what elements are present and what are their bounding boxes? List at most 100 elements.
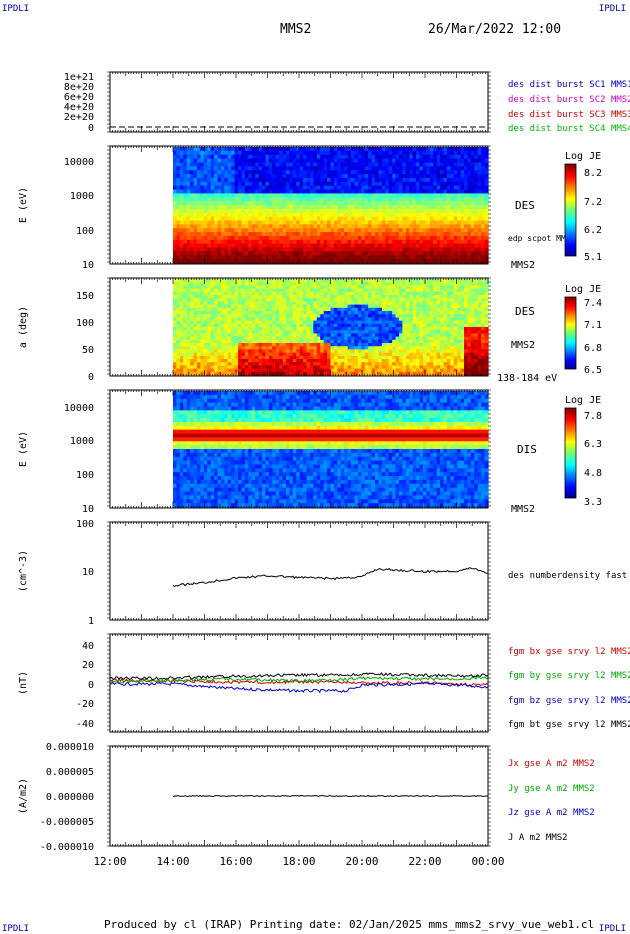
spectrogram-cell (207, 330, 212, 334)
spectrogram-cell (412, 185, 417, 191)
spectrogram-cell (186, 216, 191, 222)
spectrogram-cell (190, 295, 195, 299)
spectrogram-cell (436, 224, 441, 229)
spectrogram-cell (419, 288, 424, 293)
spectrogram-cell (388, 349, 393, 354)
spectrogram-cell (190, 346, 195, 350)
spectrogram-cell (251, 304, 256, 309)
spectrogram-cell (450, 177, 455, 183)
spectrogram-cell (316, 295, 321, 299)
spectrogram-cell (375, 255, 380, 260)
spectrogram-cell (265, 166, 270, 171)
spectrogram-cell (193, 279, 198, 283)
spectrogram-cell (330, 288, 335, 293)
spectrogram-cell (296, 330, 301, 334)
spectrogram-cell (316, 343, 321, 347)
spectrogram-cell (477, 255, 482, 260)
spectrogram-cell (392, 181, 397, 187)
spectrogram-cell (203, 232, 208, 237)
spectrogram-cell (241, 301, 246, 306)
spectrogram-cell (440, 147, 445, 152)
spectrogram-cell (289, 150, 294, 156)
spectrogram-cell (248, 208, 253, 214)
spectrogram-cell (231, 327, 236, 331)
spectrogram-cell (409, 158, 414, 164)
spectrogram-cell (238, 174, 243, 179)
spectrogram-cell (340, 279, 345, 283)
spectrogram-cell (241, 352, 246, 357)
spectrogram-cell (196, 205, 201, 210)
spectrogram-cell (279, 317, 284, 322)
spectrogram-cell (303, 314, 308, 318)
spectrogram-cell (320, 288, 325, 293)
spectrogram-cell (313, 352, 318, 357)
spectrogram-cell (210, 181, 215, 187)
spectrogram-cell (368, 208, 373, 214)
spectrogram-cell (183, 147, 188, 152)
spectrogram-cell (419, 220, 424, 225)
spectrogram-cell (231, 336, 236, 341)
spectrogram-cell (405, 336, 410, 341)
spectrogram-cell (412, 197, 417, 202)
spectrogram-cell (364, 355, 369, 360)
spectrogram-cell (340, 166, 345, 171)
spectrogram-cell (347, 228, 352, 233)
spectrogram-cell (340, 346, 345, 350)
spectrogram-cell (395, 158, 400, 164)
spectrogram-cell (398, 339, 403, 344)
spectrogram-cell (258, 323, 263, 328)
spectrogram-cell (255, 368, 260, 373)
spectrogram-cell (227, 282, 232, 286)
spectrogram-cell (436, 174, 441, 179)
spectrogram-cell (309, 336, 314, 341)
spectrogram-cell (207, 288, 212, 293)
des-energy-colorbar (564, 163, 577, 257)
spectrogram-cell (227, 177, 232, 183)
spectrogram-cell (330, 243, 335, 249)
spectrogram-cell (457, 224, 462, 229)
spectrogram-cell (303, 235, 308, 241)
spectrogram-cell (440, 251, 445, 256)
spectrogram-cell (173, 330, 178, 334)
spectrogram-cell (268, 298, 273, 302)
spectrogram-cell (248, 189, 253, 194)
spectrogram-cell (313, 154, 318, 160)
spectrogram-cell (227, 291, 232, 296)
spectrogram-cell (285, 235, 291, 241)
spectrogram-cell (282, 166, 287, 171)
spectrogram-cell (220, 193, 225, 198)
spectrogram-cell (292, 295, 297, 299)
spectrogram-cell (323, 189, 328, 194)
spectrogram-cell (179, 301, 184, 306)
spectrogram-cell (416, 320, 421, 325)
spectrogram-cell (306, 346, 311, 350)
spectrogram-cell (412, 193, 417, 198)
spectrogram-cell (285, 343, 291, 347)
spectrogram-cell (193, 201, 198, 206)
spectrogram-cell (224, 371, 229, 376)
spectrogram-cell (248, 304, 253, 309)
spectrogram-cell (368, 368, 373, 373)
spectrogram-cell (183, 201, 188, 206)
spectrogram-cell (186, 330, 191, 334)
spectrogram-cell (484, 158, 489, 164)
spectrogram-cell (330, 323, 335, 328)
spectrogram-cell (282, 314, 287, 318)
spectrogram-cell (340, 228, 345, 233)
spectrogram-cell (238, 352, 243, 357)
spectrogram-cell (426, 216, 431, 222)
spectrogram-cell (214, 212, 219, 218)
spectrogram-cell (412, 150, 417, 156)
spectrogram-cell (422, 288, 427, 293)
spectrogram-cell (303, 359, 308, 363)
spectrogram-cell (446, 177, 451, 183)
spectrogram-cell (190, 301, 195, 306)
spectrogram-cell (190, 333, 195, 338)
spectrogram-cell (368, 166, 373, 171)
spectrogram-cell (412, 355, 417, 360)
spectrogram-cell (333, 239, 338, 245)
spectrogram-cell (354, 162, 359, 167)
spectrogram-cell (436, 166, 441, 171)
spectrogram-cell (375, 228, 380, 233)
spectrogram-cell (402, 330, 407, 334)
